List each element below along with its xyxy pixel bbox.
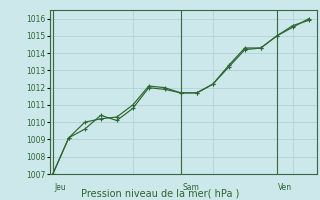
Text: Pression niveau de la mer( hPa ): Pression niveau de la mer( hPa ) [81,188,239,198]
Text: Sam: Sam [182,183,199,192]
Text: Jeu: Jeu [54,183,66,192]
Text: Ven: Ven [278,183,292,192]
